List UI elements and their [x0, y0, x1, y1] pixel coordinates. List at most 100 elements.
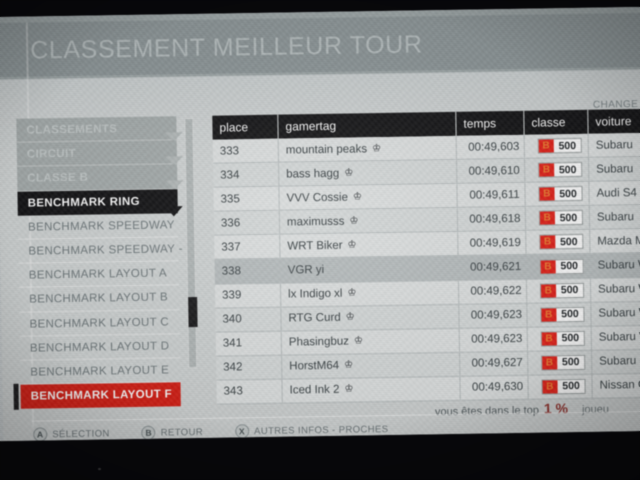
cell-temps-text: 00:49,623	[470, 309, 523, 322]
cell-classe: B 500	[528, 350, 593, 375]
cell-gamertag: WRT Biker ♔	[280, 232, 459, 259]
class-badge: B 500	[538, 210, 584, 226]
sidebar-item-benchmark-layout-a[interactable]: BENCHMARK LAYOUT A	[18, 261, 179, 289]
cell-place: 338	[214, 259, 281, 284]
cell-temps-text: 00:49,603	[468, 140, 520, 154]
sidebar-item-label: BENCHMARK LAYOUT E	[30, 364, 170, 379]
legend-button-x[interactable]: X AUTRES INFOS - PROCHES	[234, 422, 389, 439]
cell-classe: B 500	[528, 374, 593, 399]
cell-gamertag: VGR yi	[280, 256, 459, 283]
cell-voiture-text: Subaru W	[598, 307, 640, 320]
cell-voiture: Subaru W	[591, 301, 640, 326]
sidebar-item-label: BENCHMARK LAYOUT C	[29, 315, 170, 331]
cell-classe: B 500	[526, 230, 591, 255]
cell-voiture: Mazda M	[590, 229, 640, 254]
cell-voiture: Subaru W	[590, 253, 640, 278]
cell-place: 343	[216, 379, 283, 404]
sidebar-item-label: CIRCUIT	[26, 148, 77, 161]
cell-classe: B 500	[525, 157, 590, 182]
sidebar: CLASSEMENTS CIRCUIT CLASSE B BENCHMARK RING…	[13, 116, 195, 410]
cell-gamertag: maximusss ♔	[279, 208, 459, 235]
column-header-gamertag: gamertag	[278, 111, 457, 139]
button-x-icon: X	[234, 424, 250, 439]
class-badge-letter: B	[538, 139, 554, 153]
class-badge-letter: B	[540, 283, 556, 298]
crown-icon: ♔	[347, 287, 357, 299]
cell-voiture-text: Mazda M	[597, 234, 640, 248]
cell-classe: B 500	[527, 302, 592, 327]
cell-gamertag: HorstM64 ♔	[282, 352, 461, 379]
cell-voiture: Subaru 22	[592, 349, 640, 374]
crown-icon: ♔	[343, 359, 354, 372]
sidebar-item-classe-b[interactable]: CLASSE B	[17, 164, 184, 192]
sidebar-item-label: BENCHMARK LAYOUT D	[29, 340, 170, 355]
cell-place: 336	[213, 210, 281, 236]
cell-place: 340	[215, 307, 282, 332]
sidebar-item-benchmark-speedway-r[interactable]: BENCHMARK SPEEDWAY - R	[18, 237, 195, 264]
class-badge-letter: B	[540, 259, 556, 274]
sidebar-item-circuit[interactable]: CIRCUIT	[16, 140, 184, 168]
legend-button-label: AUTRES INFOS - PROCHES	[253, 423, 389, 437]
sidebar-item-benchmark-layout-c[interactable]: BENCHMARK LAYOUT C	[19, 309, 180, 337]
page-title: CLASSEMENT MEILLEUR TOUR	[30, 30, 423, 65]
sidebar-item-benchmark-layout-f[interactable]: BENCHMARK LAYOUT F	[13, 382, 181, 410]
sidebar-item-classements[interactable]: CLASSEMENTS	[16, 116, 183, 143]
cell-temps: 00:49,623	[459, 327, 529, 352]
cell-place-text: 342	[223, 361, 243, 374]
crown-icon: ♔	[352, 191, 362, 203]
cell-voiture: Audi S4	[589, 181, 640, 206]
top-percent-tail: joueu	[581, 403, 610, 416]
cell-gamertag: lx Indigo xl ♔	[280, 280, 460, 307]
cell-gamertag-text: lx Indigo xl	[288, 287, 343, 301]
sidebar-scrollbar-thumb[interactable]	[188, 296, 198, 328]
sidebar-item-label: CLASSEMENTS	[26, 123, 118, 137]
sidebar-item-label: BENCHMARK LAYOUT A	[28, 267, 168, 282]
legend-button-a[interactable]: A SÉLECTION	[33, 426, 110, 442]
cell-classe: B 500	[527, 326, 593, 351]
cell-gamertag-text: maximusss	[286, 215, 345, 229]
cell-gamertag-text: mountain peaks	[285, 142, 368, 157]
sidebar-item-label: BENCHMARK SPEEDWAY	[27, 219, 175, 234]
cell-voiture-text: Subaru W	[597, 258, 640, 272]
cell-temps-text: 00:49,622	[470, 284, 522, 298]
cell-voiture-text: Subaru W	[597, 283, 640, 296]
class-badge-letter: B	[542, 380, 558, 394]
class-badge: B 500	[538, 234, 584, 251]
game-leaderboard-screen: CLASSEMENT MEILLEUR TOUR CHANGE CLASSEME…	[0, 6, 640, 442]
cell-temps-text: 00:49,630	[471, 381, 524, 395]
sidebar-item-label: BENCHMARK RING	[27, 195, 140, 210]
cell-voiture-text: Audi S4	[596, 186, 637, 200]
cell-gamertag: bass hagg ♔	[279, 159, 458, 186]
class-badge: B 500	[540, 330, 586, 347]
sidebar-item-benchmark-speedway[interactable]: BENCHMARK SPEEDWAY	[17, 213, 179, 240]
crown-icon: ♔	[344, 167, 354, 179]
sidebar-item-benchmark-layout-d[interactable]: BENCHMARK LAYOUT D	[19, 333, 181, 361]
sidebar-item-benchmark-layout-b[interactable]: BENCHMARK LAYOUT B	[18, 285, 180, 313]
cell-gamertag-text: Phasingbuz	[288, 335, 350, 349]
dust-speck	[98, 468, 101, 470]
class-badge: B 500	[540, 306, 585, 323]
sidebar-scrollbar[interactable]	[184, 118, 198, 369]
cell-place-text: 337	[221, 241, 241, 254]
sidebar-item-label: BENCHMARK SPEEDWAY - R	[28, 242, 196, 258]
class-badge-pi: 500	[558, 163, 577, 176]
class-badge-pi: 500	[560, 260, 579, 273]
class-badge-pi: 500	[559, 187, 577, 201]
sidebar-item-benchmark-layout-e[interactable]: BENCHMARK LAYOUT E	[20, 358, 181, 385]
screen-surface: CLASSEMENT MEILLEUR TOUR CHANGE CLASSEME…	[0, 6, 640, 442]
cell-place: 342	[216, 355, 283, 380]
cell-temps: 00:49,630	[460, 375, 529, 400]
class-badge-pi: 500	[558, 139, 577, 152]
cell-gamertag: VVV Cossie ♔	[279, 184, 458, 210]
column-header-classe: classe	[524, 109, 589, 135]
cell-place-text: 334	[220, 168, 240, 182]
sidebar-item-label: CLASSE B	[27, 172, 89, 185]
cell-temps: 00:49,610	[457, 158, 526, 184]
crown-icon: ♔	[344, 384, 354, 396]
crown-icon: ♔	[345, 311, 355, 323]
class-badge-letter: B	[539, 235, 556, 249]
sidebar-item-benchmark-ring[interactable]: BENCHMARK RING	[17, 188, 183, 217]
cell-gamertag-text: RTG Curd	[288, 311, 341, 325]
legend-button-b[interactable]: B RETOUR	[141, 425, 204, 440]
